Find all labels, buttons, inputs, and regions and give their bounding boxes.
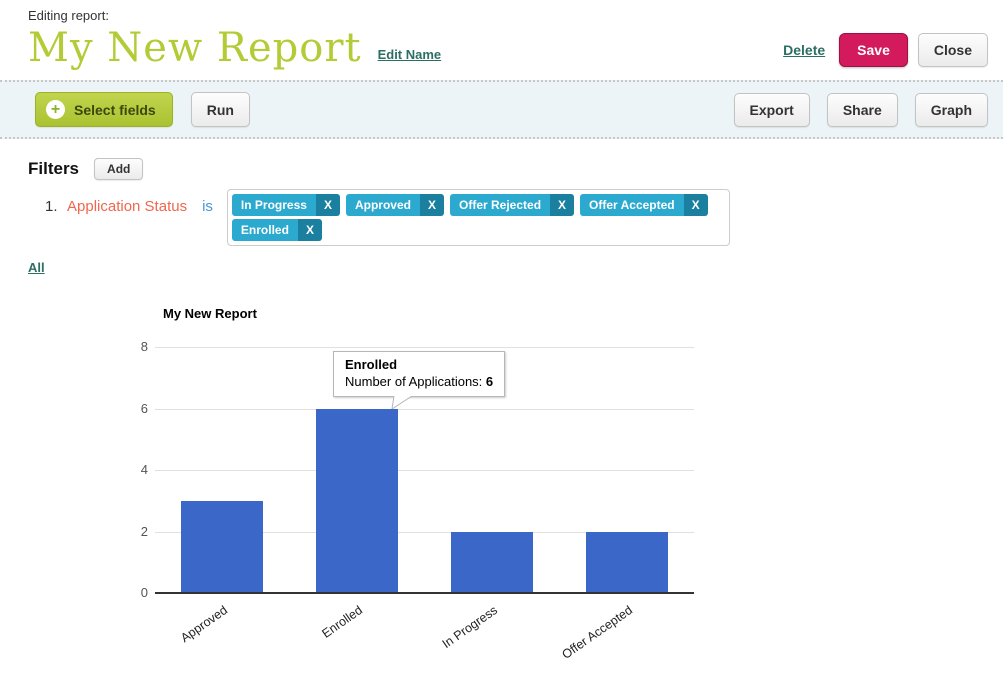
- filter-operator[interactable]: is: [202, 198, 213, 215]
- filter-value-tag: Enrolled X: [231, 219, 322, 241]
- title-row: My New Report Edit Name Delete Save Clos…: [28, 25, 988, 80]
- remove-tag-button[interactable]: X: [315, 194, 340, 216]
- remove-tag-button[interactable]: X: [683, 194, 708, 216]
- bar[interactable]: [450, 531, 533, 593]
- tag-label: Offer Accepted: [580, 194, 684, 216]
- edit-name-link[interactable]: Edit Name: [377, 47, 442, 62]
- header: Editing report: My New Report Edit Name …: [0, 0, 1003, 80]
- filter-row: 1. Application Status is In Progress X App…: [28, 189, 975, 246]
- header-actions: Delete Save Close: [783, 33, 988, 67]
- remove-tag-button[interactable]: X: [550, 194, 575, 216]
- filter-value-tag: Approved X: [345, 194, 444, 216]
- tag-label: Offer Rejected: [450, 194, 551, 216]
- filter-value-tag: Offer Accepted X: [580, 194, 708, 216]
- bar[interactable]: [585, 531, 668, 593]
- filters-section: Filters Add 1. Application Status is In …: [0, 139, 1003, 246]
- remove-tag-button[interactable]: X: [419, 194, 444, 216]
- select-fields-button[interactable]: + Select fields: [35, 92, 173, 127]
- add-filter-button[interactable]: Add: [94, 158, 144, 180]
- filters-heading: Filters: [28, 159, 80, 178]
- filter-values-box[interactable]: In Progress X Approved X Offer Rejected X Offe…: [226, 189, 730, 246]
- gridline: [155, 531, 694, 533]
- toolbar-left: + Select fields Run: [35, 92, 250, 127]
- tag-label: In Progress: [231, 194, 316, 216]
- toolbar: + Select fields Run Export Share Graph: [0, 80, 1003, 139]
- save-button[interactable]: Save: [839, 33, 908, 67]
- y-axis-tick-label: 8: [140, 339, 148, 354]
- run-button[interactable]: Run: [190, 92, 250, 127]
- gridline: [155, 470, 694, 471]
- delete-link[interactable]: Delete: [783, 42, 826, 58]
- tooltip-value: 6: [485, 374, 494, 389]
- bar[interactable]: [181, 500, 264, 593]
- bar[interactable]: [316, 408, 399, 593]
- y-axis-tick-label: 4: [140, 462, 148, 477]
- x-axis-label: Offer Accepted: [559, 603, 635, 662]
- filters-head: Filters Add: [28, 158, 975, 180]
- remove-tag-button[interactable]: X: [297, 219, 322, 241]
- filter-value-tag: Offer Rejected X: [450, 194, 575, 216]
- tooltip-category: Enrolled: [345, 357, 398, 372]
- filter-value-tag: In Progress X: [231, 194, 340, 216]
- editing-report-kicker: Editing report:: [28, 8, 109, 23]
- y-axis-tick-label: 2: [140, 523, 148, 539]
- report-title: My New Report: [28, 25, 362, 71]
- y-axis-tick-label: 6: [140, 400, 148, 416]
- chart-title: My New Report: [163, 306, 257, 321]
- plus-icon: +: [46, 100, 65, 119]
- x-axis-label: Enrolled: [319, 603, 366, 641]
- filter-index: 1.: [45, 198, 58, 215]
- graph-button[interactable]: Graph: [914, 92, 988, 127]
- filter-field[interactable]: Application Status: [67, 198, 188, 215]
- share-button[interactable]: Share: [826, 92, 898, 127]
- gridline: [155, 408, 694, 410]
- all-link[interactable]: All: [28, 260, 45, 275]
- tag-label: Enrolled: [231, 219, 298, 241]
- x-axis-label: In Progress: [439, 603, 500, 652]
- gridline: [155, 347, 694, 348]
- x-axis-label: Approved: [178, 603, 231, 646]
- tooltip-pointer-icon: [391, 396, 413, 409]
- tooltip-series-label: Number of Applications:: [345, 374, 483, 389]
- tooltip-body: Number of Applications: 6: [345, 374, 493, 390]
- chart-tooltip: Enrolled Number of Applications: 6: [333, 351, 506, 397]
- y-axis-tick-label: 0: [140, 585, 148, 600]
- close-button[interactable]: Close: [917, 33, 988, 67]
- select-fields-label: Select fields: [74, 101, 156, 118]
- toolbar-right: Export Share Graph: [733, 92, 988, 127]
- tag-label: Approved: [345, 194, 420, 216]
- x-axis-line: [155, 592, 694, 594]
- export-button[interactable]: Export: [733, 92, 810, 127]
